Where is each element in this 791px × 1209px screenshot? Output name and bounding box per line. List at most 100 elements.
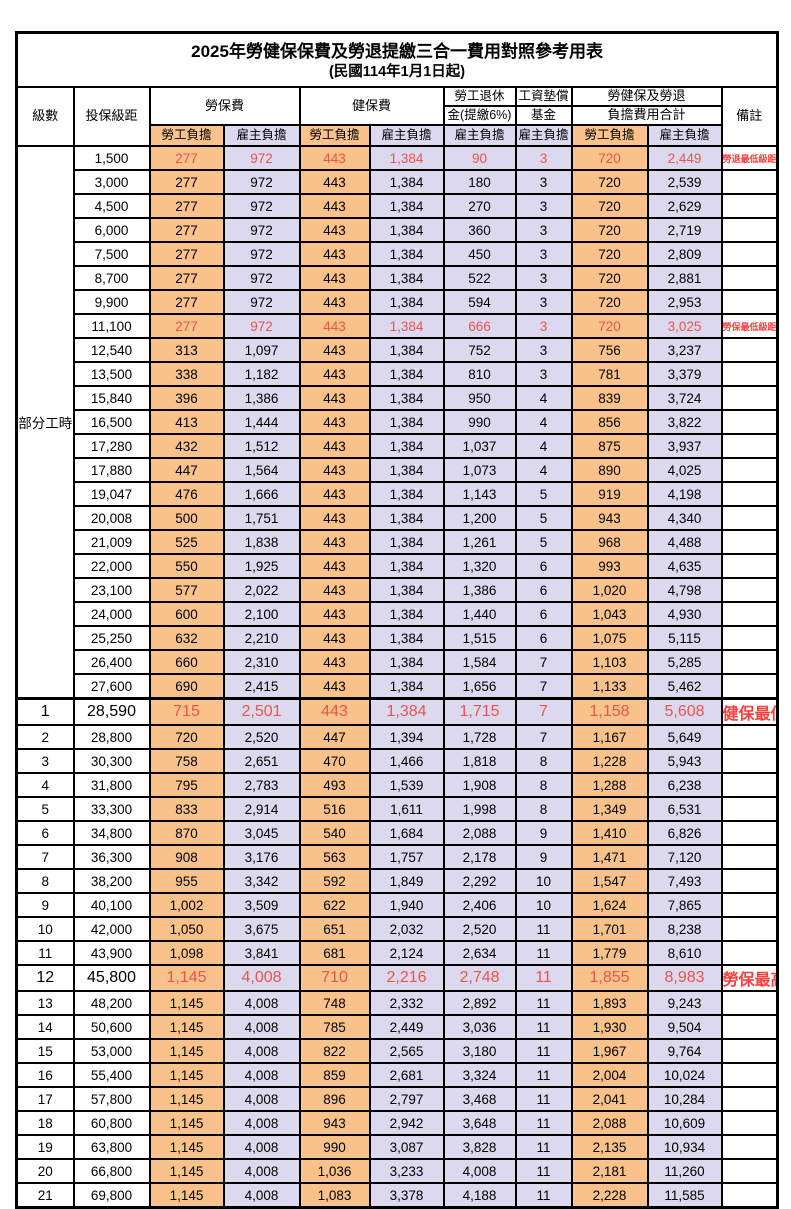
cell-t1: 1,349	[570, 796, 649, 822]
cell-h2: 1,384	[368, 217, 445, 243]
cell-t2: 2,809	[646, 241, 723, 267]
table-row: 20,008 500 1,751 443 1,384 1,200 5 943 4,340	[17, 505, 779, 531]
cell-p: 1,728	[442, 724, 517, 750]
cell-b: 53,000	[72, 1038, 151, 1064]
cell-f: 11	[514, 1038, 573, 1064]
cell-h1: 943	[298, 1110, 371, 1136]
cell-f: 7	[514, 697, 573, 726]
table-row: 24,000 600 2,100 443 1,384 1,440 6 1,043 4,930	[17, 601, 779, 627]
header-wage-fund-line2: 基金	[514, 105, 573, 126]
cell-h1: 443	[298, 457, 371, 483]
cell-h1: 443	[298, 625, 371, 651]
cell-h2: 1,384	[368, 289, 445, 315]
cell-r	[720, 409, 779, 435]
cell-h1: 622	[298, 892, 371, 918]
cell-t2: 7,493	[646, 868, 723, 894]
cell-b: 69,800	[72, 1182, 151, 1209]
cell-t1: 839	[570, 385, 649, 411]
cell-r: 勞保最低級距	[720, 313, 779, 339]
cell-f: 8	[514, 796, 573, 822]
cell-f: 3	[514, 217, 573, 243]
subheader-fund-employer-share: 雇主負擔	[514, 124, 573, 147]
cell-p: 594	[442, 289, 517, 315]
cell-f: 5	[514, 505, 573, 531]
cell-r: 勞保最高級距	[720, 964, 779, 992]
cell-r	[720, 361, 779, 387]
table-row: 17 57,800 1,145 4,008 896 2,797 3,468 11 2,041 10…	[15, 1086, 779, 1112]
cell-a2: 4,008	[222, 964, 301, 992]
table-body: 部分工時 1,500 277 972 443 1,384 90 3 720 2,449 勞退最低級距…	[15, 145, 779, 1209]
cell-h2: 1,384	[368, 529, 445, 555]
cell-a2: 4,008	[222, 1038, 301, 1064]
cell-a1: 795	[148, 772, 225, 798]
header-remark: 備註	[720, 86, 779, 147]
table-row: 5 33,300 833 2,914 516 1,611 1,998 8 1,349 6,531	[15, 796, 779, 822]
cell-h1: 1,083	[298, 1182, 371, 1209]
cell-h1: 540	[298, 820, 371, 846]
cell-h2: 1,684	[368, 820, 445, 846]
cell-a2: 1,838	[222, 529, 301, 555]
cell-a1: 1,145	[148, 1158, 225, 1184]
cell-a2: 2,310	[222, 649, 301, 675]
cell-t2: 2,719	[646, 217, 723, 243]
table-row: 20 66,800 1,145 4,008 1,036 3,233 4,008 11 2,181…	[15, 1158, 779, 1184]
cell-t2: 6,238	[646, 772, 723, 798]
cell-level: 17	[15, 1086, 75, 1112]
cell-p: 1,200	[442, 505, 517, 531]
table-row: 26,400 660 2,310 443 1,384 1,584 7 1,103 5,285	[17, 649, 779, 675]
cell-r	[720, 433, 779, 459]
cell-t1: 1,930	[570, 1014, 649, 1040]
cell-a1: 870	[148, 820, 225, 846]
cell-b: 66,800	[72, 1158, 151, 1184]
cell-level: 8	[15, 868, 75, 894]
cell-b: 17,280	[72, 433, 151, 459]
cell-a1: 277	[148, 145, 225, 171]
cell-a2: 972	[222, 169, 301, 195]
cell-h2: 1,384	[368, 673, 445, 700]
cell-h2: 1,539	[368, 772, 445, 798]
cell-r	[720, 1158, 779, 1184]
cell-a2: 972	[222, 217, 301, 243]
cell-r: 勞退最低級距	[720, 145, 779, 171]
cell-b: 33,300	[72, 796, 151, 822]
cell-t2: 2,881	[646, 265, 723, 291]
cell-a1: 277	[148, 289, 225, 315]
table-row: 2 28,800 720 2,520 447 1,394 1,728 7 1,167 5,649	[15, 724, 779, 750]
cell-a2: 972	[222, 241, 301, 267]
table-row: 10 42,000 1,050 3,675 651 2,032 2,520 11 1,701 8,…	[15, 916, 779, 942]
table-row: 19 63,800 1,145 4,008 990 3,087 3,828 11 2,135 10…	[15, 1134, 779, 1160]
cell-f: 11	[514, 1182, 573, 1209]
table-row: 21,009 525 1,838 443 1,384 1,261 5 968 4,488	[17, 529, 779, 555]
cell-h1: 443	[298, 649, 371, 675]
cell-b: 23,100	[72, 577, 151, 603]
cell-f: 3	[514, 361, 573, 387]
cell-p: 2,088	[442, 820, 517, 846]
cell-t1: 1,167	[570, 724, 649, 750]
cell-h1: 443	[298, 145, 371, 171]
cell-a2: 3,509	[222, 892, 301, 918]
cell-f: 3	[514, 289, 573, 315]
cell-p: 990	[442, 409, 517, 435]
subheader-labor-employee-share: 勞工負擔	[148, 124, 225, 147]
cell-a1: 1,145	[148, 1110, 225, 1136]
cell-t2: 3,822	[646, 409, 723, 435]
cell-a2: 2,100	[222, 601, 301, 627]
cell-t1: 1,075	[570, 625, 649, 651]
cell-h1: 443	[298, 337, 371, 363]
cell-a1: 413	[148, 409, 225, 435]
cell-r	[720, 481, 779, 507]
cell-h1: 447	[298, 724, 371, 750]
cell-a2: 3,342	[222, 868, 301, 894]
cell-t1: 919	[570, 481, 649, 507]
cell-p: 270	[442, 193, 517, 219]
cell-a1: 1,145	[148, 964, 225, 992]
cell-h1: 1,036	[298, 1158, 371, 1184]
header-pension-line2: 金(提繳6%)	[442, 105, 517, 126]
cell-h1: 563	[298, 844, 371, 870]
cell-a1: 1,145	[148, 1014, 225, 1040]
cell-r	[720, 1086, 779, 1112]
cell-r	[720, 868, 779, 894]
cell-a2: 2,783	[222, 772, 301, 798]
cell-t2: 5,462	[646, 673, 723, 700]
cell-a2: 1,386	[222, 385, 301, 411]
